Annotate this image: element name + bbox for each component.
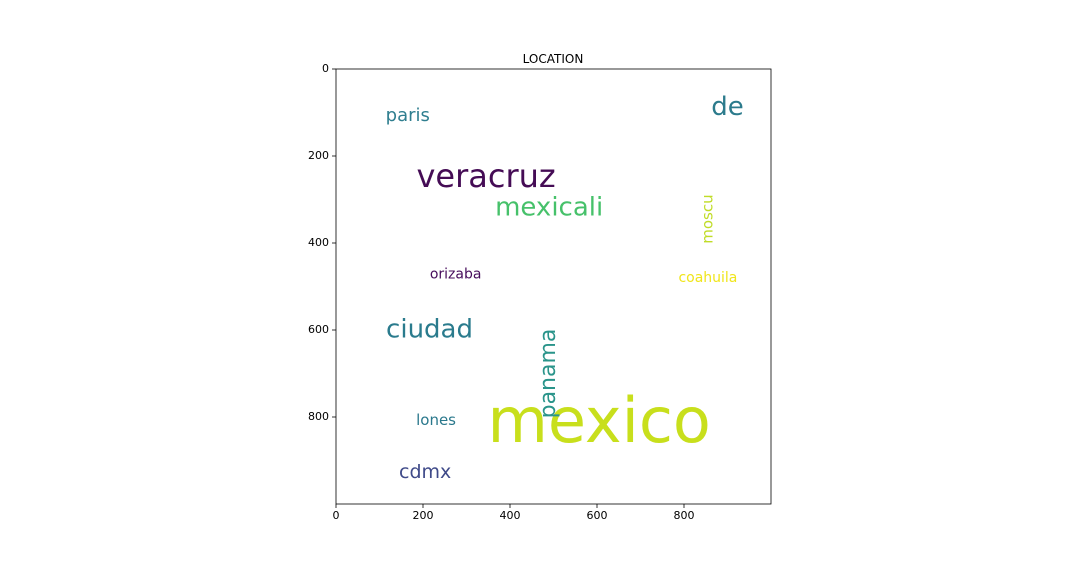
y-tick-label: 600 [308, 323, 329, 336]
x-tick-label: 400 [500, 509, 521, 522]
y-tick-label: 200 [308, 149, 329, 162]
word-veracruz: veracruz [416, 157, 555, 195]
x-tick-label: 800 [674, 509, 695, 522]
chart-title: LOCATION [523, 52, 584, 66]
word-paris: paris [386, 105, 430, 126]
x-tick-label: 200 [413, 509, 434, 522]
word-ciudad: ciudad [386, 315, 473, 345]
x-tick-label: 600 [587, 509, 608, 522]
word-mexicali: mexicali [495, 193, 603, 223]
word-panama: panama [536, 329, 561, 419]
y-tick-label: 400 [308, 236, 329, 249]
word-lones: lones [416, 411, 456, 429]
y-tick-label: 0 [322, 62, 329, 75]
x-tick-label: 0 [333, 509, 340, 522]
word-de: de [711, 92, 744, 122]
plot-frame [335, 68, 772, 505]
word-mexico: mexico [487, 384, 710, 457]
word-moscu: moscu [698, 194, 716, 243]
y-tick-label: 800 [308, 410, 329, 423]
x-axis: 0 200 400 600 800 [333, 504, 695, 522]
word-cdmx: cdmx [399, 461, 451, 483]
word-coahuila: coahuila [678, 270, 737, 286]
word-orizaba: orizaba [430, 266, 482, 282]
y-axis: 0 200 400 600 800 [308, 62, 336, 423]
